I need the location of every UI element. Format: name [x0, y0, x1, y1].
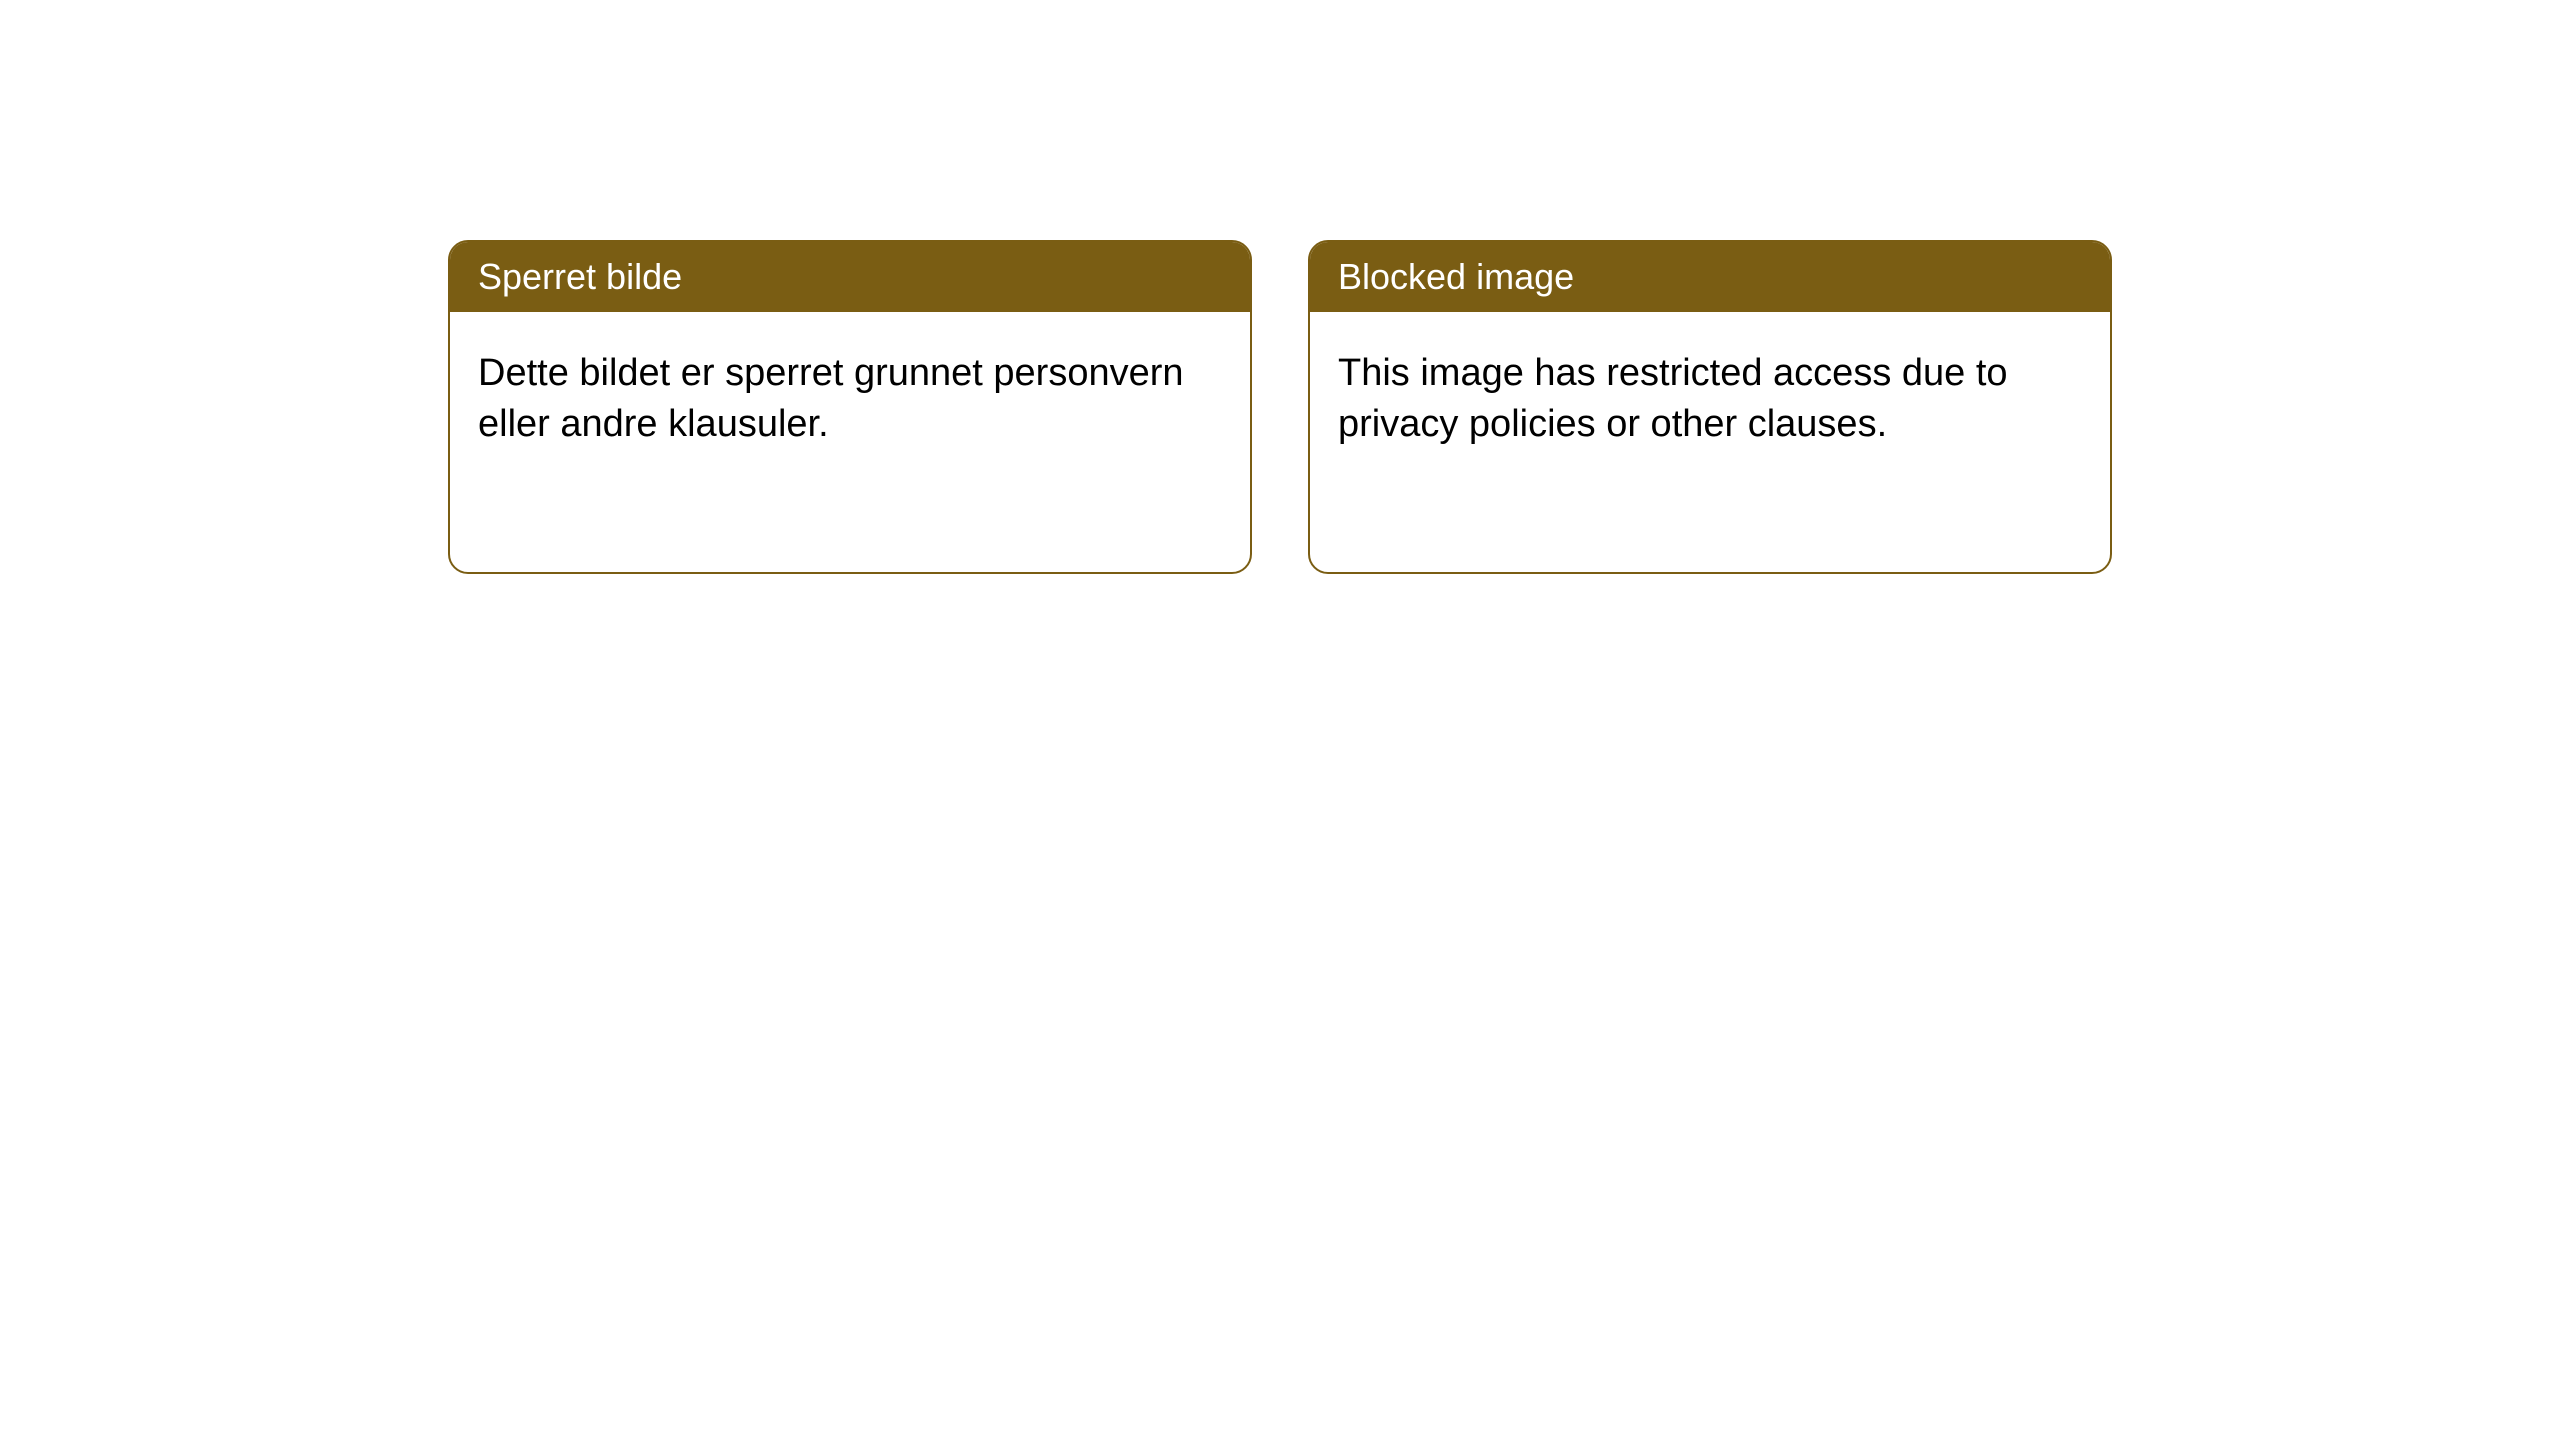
card-body-text: Dette bildet er sperret grunnet personve…	[478, 352, 1184, 445]
notice-card-english: Blocked image This image has restricted …	[1308, 240, 2112, 574]
card-body-text: This image has restricted access due to …	[1338, 352, 2008, 445]
card-body: This image has restricted access due to …	[1310, 312, 2110, 487]
notice-card-norwegian: Sperret bilde Dette bildet er sperret gr…	[448, 240, 1252, 574]
card-header: Sperret bilde	[450, 242, 1250, 312]
card-body: Dette bildet er sperret grunnet personve…	[450, 312, 1250, 487]
card-title: Blocked image	[1338, 256, 1574, 297]
notice-cards-container: Sperret bilde Dette bildet er sperret gr…	[448, 240, 2112, 574]
card-title: Sperret bilde	[478, 256, 682, 297]
card-header: Blocked image	[1310, 242, 2110, 312]
